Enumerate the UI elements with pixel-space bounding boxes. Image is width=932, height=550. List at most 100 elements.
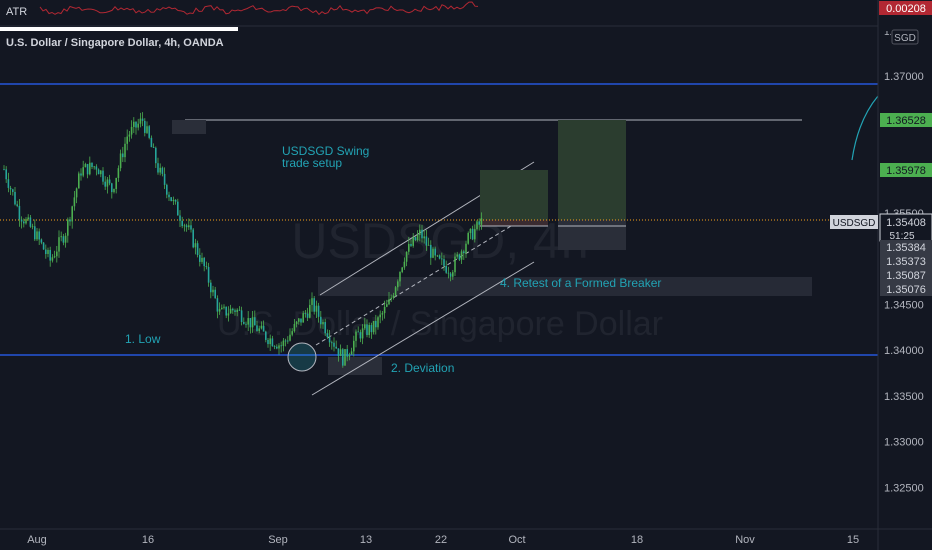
candle-down — [320, 316, 322, 325]
candle-down — [447, 272, 450, 274]
projection-curve[interactable] — [851, 95, 879, 161]
candle-up — [397, 281, 399, 288]
candle-down — [346, 349, 348, 357]
time-axis[interactable]: Aug 16 Sep 13 22 Oct 18 Nov 15 — [27, 534, 859, 546]
candle-down — [443, 259, 445, 266]
candle-down — [326, 333, 329, 338]
candle-down — [414, 236, 417, 241]
candle-down — [29, 217, 32, 227]
candle-up — [390, 297, 392, 300]
channel-mid-line[interactable] — [315, 211, 535, 346]
candle-down — [214, 289, 216, 299]
candle-down — [181, 220, 183, 227]
candle-up — [227, 313, 230, 316]
candle-up — [47, 249, 49, 254]
candle-down — [262, 325, 265, 332]
retest-label: 4. Retest of a Formed Breaker — [500, 276, 661, 290]
candle-down — [3, 169, 5, 171]
candle-down — [271, 338, 274, 347]
time-tick-label: 22 — [435, 534, 447, 546]
candle-down — [62, 236, 65, 243]
atr-value-tag — [879, 1, 932, 15]
candle-down — [95, 166, 98, 170]
candle-up — [289, 334, 291, 341]
candle-up — [460, 251, 463, 260]
candle-down — [249, 318, 252, 328]
candle-up — [377, 317, 379, 328]
candle-down — [104, 181, 106, 187]
candle-down — [313, 298, 315, 312]
symbol-title: U.S. Dollar / Singapore Dollar, 4h, OAND… — [6, 37, 224, 49]
candle-up — [476, 221, 478, 230]
risk-zone-1[interactable] — [480, 220, 548, 226]
currency-badge[interactable] — [891, 29, 919, 45]
candle-down — [179, 215, 181, 221]
low-label: 1. Low — [125, 332, 161, 346]
candle-up — [236, 309, 238, 312]
candle-up — [386, 304, 388, 307]
candle-up — [293, 324, 296, 332]
candle-up — [126, 136, 128, 144]
candle-down — [34, 226, 36, 240]
candle-down — [478, 221, 480, 225]
atr-pane-handle[interactable] — [0, 27, 238, 31]
profit-zone-1[interactable] — [480, 170, 548, 220]
candle-down — [141, 118, 144, 121]
atr-indicator-label[interactable]: ATR — [6, 6, 27, 18]
candle-down — [14, 191, 16, 205]
candle-down — [449, 273, 452, 277]
candle-up — [480, 218, 483, 225]
stop-price: 1.35076 — [886, 284, 926, 296]
candle-down — [91, 162, 93, 167]
candle-up — [469, 228, 472, 234]
candle-down — [196, 243, 199, 255]
candle-series[interactable] — [3, 112, 483, 368]
candle-down — [458, 254, 461, 260]
candle-down — [335, 346, 337, 349]
candle-down — [273, 346, 276, 348]
risk-zone-2[interactable] — [558, 220, 626, 250]
candle-down — [287, 340, 289, 342]
target-upper-price: 1.36528 — [886, 115, 926, 127]
candle-up — [364, 324, 366, 329]
candle-up — [315, 305, 318, 312]
candle-down — [216, 298, 219, 312]
candle-down — [238, 309, 241, 311]
target-lower-tag — [880, 163, 932, 177]
candle-up — [223, 306, 225, 308]
candle-up — [427, 244, 430, 246]
candle-down — [203, 257, 205, 267]
candle-down — [38, 231, 40, 240]
candle-down — [122, 153, 124, 158]
candle-down — [170, 197, 172, 202]
time-tick-label: Oct — [508, 534, 525, 546]
candle-up — [130, 126, 133, 135]
candle-up — [361, 328, 364, 339]
profit-zone-2[interactable] — [558, 120, 626, 220]
candle-down — [102, 170, 104, 182]
candle-down — [16, 204, 18, 206]
candle-down — [304, 313, 307, 314]
candle-down — [445, 265, 447, 273]
candle-up — [465, 243, 467, 254]
low-marker[interactable] — [287, 342, 317, 372]
breaker-zone[interactable] — [318, 277, 812, 296]
deviation-label: 2. Deviation — [391, 361, 454, 375]
candle-up — [302, 313, 304, 323]
candle-up — [401, 267, 403, 272]
candle-down — [232, 308, 234, 311]
candle-down — [438, 255, 441, 259]
price-tick-label: 1.33500 — [884, 391, 924, 403]
candle-down — [300, 318, 302, 323]
candle-up — [119, 153, 122, 169]
time-tick-label: Aug — [27, 534, 47, 546]
candle-up — [311, 298, 313, 305]
candle-up — [474, 229, 476, 240]
candle-up — [188, 225, 190, 228]
candle-up — [322, 322, 324, 325]
channel-lower-line[interactable] — [311, 261, 535, 396]
candle-up — [309, 304, 311, 318]
candle-up — [93, 166, 95, 168]
candle-up — [183, 225, 186, 227]
